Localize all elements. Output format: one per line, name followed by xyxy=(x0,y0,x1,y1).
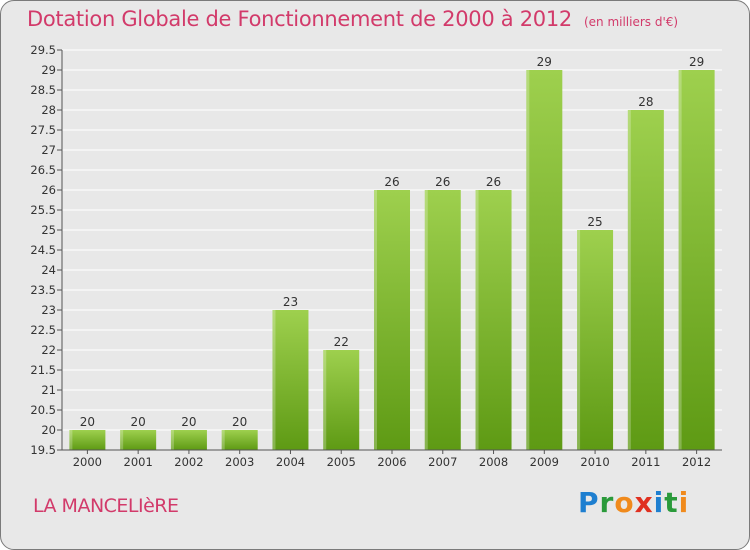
y-tick-label: 23 xyxy=(41,303,56,317)
bar-highlight xyxy=(374,190,377,450)
bar-highlight xyxy=(424,190,428,450)
y-tick-label: 20.5 xyxy=(30,403,56,417)
y-tick-label: 22 xyxy=(41,343,56,357)
x-tick-label: 2006 xyxy=(377,455,406,469)
y-tick-label: 26.5 xyxy=(30,163,56,177)
bar-2004 xyxy=(272,310,309,450)
y-tick-labels: 19.5 20 20.5 21 21.5 22 22.5 23 23.5 24 24.5 25 25.5… xyxy=(30,43,56,457)
bars xyxy=(69,70,715,450)
y-tick-label: 29.5 xyxy=(30,43,56,57)
bar-highlight xyxy=(221,430,225,450)
bar-highlight xyxy=(526,70,530,450)
brand-letter: o xyxy=(614,486,635,519)
bar-highlight xyxy=(170,430,174,450)
x-tick-label: 2012 xyxy=(682,455,711,469)
data-label: 29 xyxy=(689,55,704,69)
x-tick-label: 2002 xyxy=(174,455,203,469)
bar-2006 xyxy=(374,190,410,450)
bar-2012 xyxy=(678,70,715,450)
y-tick-label: 22.5 xyxy=(30,323,56,337)
commune-name: LA MANCELIèRE xyxy=(33,495,179,517)
bar-2002 xyxy=(170,430,207,450)
title-row: Dotation Globale de Fonctionnement de 20… xyxy=(27,7,678,31)
data-label: 26 xyxy=(435,175,450,189)
x-tick-label: 2010 xyxy=(580,455,609,469)
x-tick-labels: 2000 2001 2002 2003 2004 2005 2006 2007 2008 2009… xyxy=(73,450,711,469)
y-tick-label: 27.5 xyxy=(30,123,56,137)
bar-highlight xyxy=(272,310,276,450)
bar-2011 xyxy=(627,110,664,450)
y-tick-label: 20 xyxy=(41,423,56,437)
x-tick-label: 2007 xyxy=(428,455,457,469)
bar-2001 xyxy=(120,430,157,450)
x-tick-label: 2008 xyxy=(479,455,508,469)
proxiti-logo[interactable]: Proxiti xyxy=(578,486,689,519)
y-tick-label: 28.5 xyxy=(30,83,56,97)
bar-highlight xyxy=(475,190,479,450)
bar-highlight xyxy=(678,70,682,450)
data-label: 25 xyxy=(587,215,602,229)
bar-2003 xyxy=(221,430,258,450)
x-tick-label: 2005 xyxy=(327,455,356,469)
y-tick-label: 29 xyxy=(41,63,56,77)
y-tick-label: 24 xyxy=(41,263,56,277)
y-tick-label: 25 xyxy=(41,223,56,237)
brand-letter: P xyxy=(578,486,600,519)
y-tick-label: 28 xyxy=(41,103,56,117)
y-tick-label: 19.5 xyxy=(30,443,56,457)
brand-letter: r xyxy=(599,486,615,519)
bar-2007 xyxy=(424,190,461,450)
data-label: 22 xyxy=(334,335,349,349)
bar-2010 xyxy=(577,230,614,450)
y-tick-label: 21 xyxy=(41,383,56,397)
y-tick-label: 23.5 xyxy=(30,283,56,297)
bar-highlight xyxy=(323,350,327,450)
data-label: 20 xyxy=(232,415,247,429)
y-tick-label: 25.5 xyxy=(30,203,56,217)
x-tick-label: 2011 xyxy=(631,455,660,469)
x-tick-label: 2009 xyxy=(530,455,559,469)
data-label: 20 xyxy=(181,415,196,429)
bar-2008 xyxy=(475,190,512,450)
y-tick-label: 24.5 xyxy=(30,243,56,257)
x-tick-label: 2003 xyxy=(225,455,254,469)
brand-letter: t xyxy=(664,486,679,519)
bar-highlight xyxy=(577,230,581,450)
bar-2005 xyxy=(323,350,360,450)
data-label: 28 xyxy=(638,95,653,109)
brand-letter: x xyxy=(634,486,654,519)
y-tick-label: 21.5 xyxy=(30,363,56,377)
data-labels: 20 20 20 20 23 22 26 26 26 29 25 28 29 xyxy=(80,55,705,429)
data-label: 29 xyxy=(537,55,552,69)
bar-highlight xyxy=(120,430,124,450)
bar-highlight xyxy=(69,430,73,450)
data-label: 20 xyxy=(80,415,95,429)
data-label: 23 xyxy=(283,295,298,309)
bar-2009 xyxy=(526,70,563,450)
chart-title: Dotation Globale de Fonctionnement de 20… xyxy=(27,7,572,31)
x-tick-label: 2000 xyxy=(73,455,102,469)
brand-letter: i xyxy=(678,486,690,519)
y-tick-label: 26 xyxy=(41,183,56,197)
x-tick-label: 2001 xyxy=(124,455,153,469)
bar-highlight xyxy=(627,110,631,450)
y-tick-label: 27 xyxy=(41,143,56,157)
brand-letter: i xyxy=(653,486,665,519)
x-tick-label: 2004 xyxy=(276,455,305,469)
data-label: 20 xyxy=(131,415,146,429)
bar-2000 xyxy=(69,430,106,450)
chart-subtitle: (en milliers d'€) xyxy=(583,15,679,29)
data-label: 26 xyxy=(384,175,399,189)
data-label: 26 xyxy=(486,175,501,189)
